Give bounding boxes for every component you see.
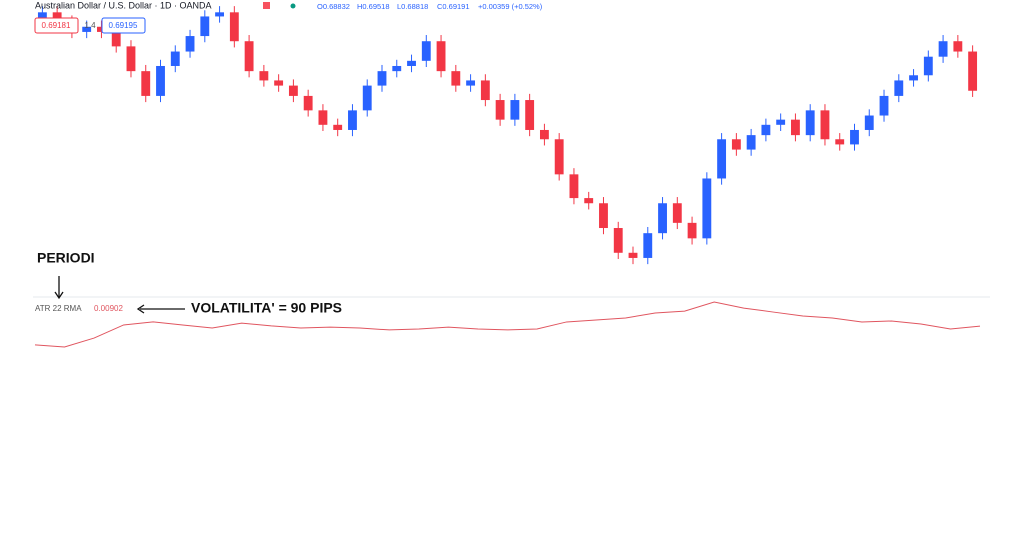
buy-box[interactable] — [101, 17, 146, 34]
candle-body — [599, 203, 608, 229]
candle-body — [923, 56, 933, 76]
candle-body — [539, 129, 549, 140]
candle-body — [377, 71, 387, 86]
sell-box[interactable] — [34, 17, 79, 34]
indicator-name: ATR 22 RMA — [35, 304, 82, 313]
candle-body — [909, 75, 918, 81]
candle-body — [362, 85, 372, 111]
candle-body — [37, 12, 47, 18]
candle-body — [111, 31, 121, 47]
candle-body — [451, 71, 461, 86]
low: L0.68818 — [397, 2, 428, 11]
candle-body — [229, 12, 239, 42]
candle-body — [864, 115, 874, 130]
candle-body — [569, 174, 579, 199]
volatility-annotation: VOLATILITA' = 90 PIPS — [191, 300, 342, 316]
candle-body — [584, 198, 594, 204]
candle-body — [82, 26, 92, 32]
spread: 1.4 — [84, 21, 96, 30]
sell-price: 0.69181 — [42, 21, 71, 30]
candle-body — [480, 80, 490, 101]
candle-body — [628, 252, 638, 258]
candle-body — [702, 178, 712, 239]
candle-body — [274, 80, 284, 86]
arrow-head — [54, 291, 64, 300]
arrow-head — [136, 304, 145, 314]
candle-body — [185, 36, 195, 52]
candle-body — [835, 139, 845, 145]
candle-body — [303, 95, 313, 111]
candle-body — [52, 12, 62, 22]
candle-body — [495, 100, 505, 120]
symbol: Australian Dollar / U.S. Dollar · 1D · O… — [35, 0, 212, 10]
candle-body — [97, 26, 106, 32]
candle-body — [392, 65, 402, 72]
candle-body — [200, 16, 210, 37]
change: +0.00359 (+0.52%) — [478, 2, 543, 11]
period-annotation: PERIODI — [37, 250, 95, 266]
candle-body — [717, 139, 727, 179]
candle-body — [850, 129, 859, 145]
plot — [34, 6, 981, 348]
indicator-value: 0.00902 — [94, 304, 123, 313]
candle-body — [333, 124, 343, 130]
candle-body — [510, 100, 520, 120]
candle-body — [746, 135, 756, 150]
candle-body — [348, 110, 357, 130]
candle-body — [259, 71, 269, 81]
buy-price: 0.69195 — [109, 21, 138, 30]
candle-body — [554, 139, 564, 175]
candle-body — [791, 119, 800, 136]
candle-body — [525, 100, 535, 130]
candle-body — [894, 80, 904, 96]
flag — [263, 2, 270, 9]
candle-body — [156, 65, 165, 96]
candle-body — [141, 71, 151, 96]
candle-body — [466, 80, 476, 86]
candle-body — [761, 124, 771, 136]
candle-body — [953, 41, 963, 52]
candle-body — [805, 110, 815, 136]
candle-body — [820, 110, 830, 140]
candle-body — [731, 139, 741, 150]
candle-body — [407, 60, 416, 66]
open: O0.68832 — [317, 2, 350, 11]
candle-body — [215, 12, 224, 17]
candle-body — [672, 203, 682, 223]
candle-body — [613, 228, 623, 253]
candle-body — [288, 85, 298, 96]
candle-body — [643, 233, 653, 258]
indicator-line — [34, 301, 981, 348]
high: H0.69518 — [357, 2, 390, 11]
candle-body — [244, 41, 254, 72]
candle-body — [687, 222, 697, 239]
candle-body — [879, 95, 889, 116]
candle-body — [126, 46, 136, 72]
close: C0.69191 — [437, 2, 470, 11]
candle-body — [938, 41, 948, 57]
status-dot — [290, 3, 296, 9]
candle-body — [318, 110, 328, 125]
candle-body — [776, 119, 786, 125]
candle-body — [968, 51, 978, 91]
candle-body — [421, 41, 431, 61]
candle-body — [436, 41, 446, 72]
candle-body — [658, 203, 667, 234]
candle-body — [170, 51, 180, 66]
